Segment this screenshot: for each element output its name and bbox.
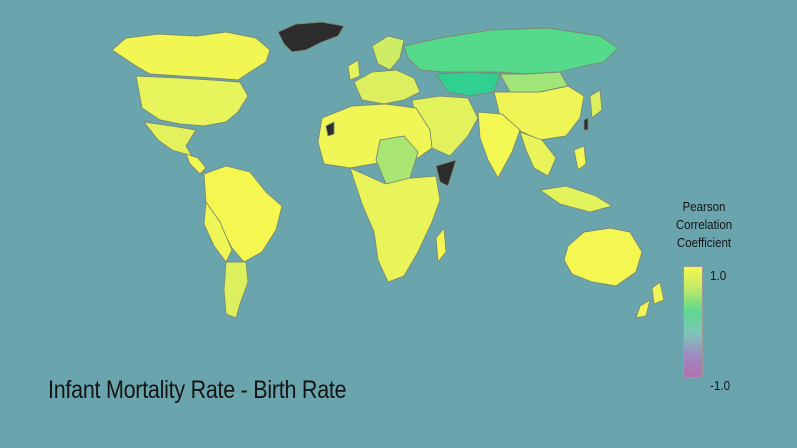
region-central-africa	[349, 167, 441, 283]
region-greenland	[277, 21, 345, 53]
region-philippines	[573, 145, 587, 171]
region-new-zealand-south	[635, 299, 651, 319]
region-taiwan	[583, 117, 589, 131]
legend-color-bar	[683, 266, 703, 378]
region-uk	[347, 59, 361, 81]
legend-max-label: 1.0	[710, 268, 727, 283]
legend-heading-line: Coefficient	[676, 236, 732, 250]
region-mexico	[143, 121, 197, 157]
region-somalia	[435, 159, 457, 187]
map-title: Infant Mortality Rate - Birth Rate	[48, 376, 347, 404]
legend-heading-line: Pearson	[682, 200, 726, 214]
region-se-asia	[519, 131, 557, 177]
region-new-zealand	[651, 281, 665, 305]
region-kazakhstan	[435, 71, 501, 97]
region-madagascar	[435, 227, 447, 263]
region-indonesia	[539, 185, 613, 213]
region-india	[477, 111, 521, 179]
legend-heading-line: Correlation	[675, 218, 733, 232]
legend-heading: Pearson Correlation Coefficient	[667, 198, 741, 252]
region-argentina	[223, 261, 249, 319]
region-usa	[135, 75, 249, 127]
region-australia	[563, 227, 643, 287]
region-scandinavia	[371, 35, 405, 71]
legend-min-label: -1.0	[710, 378, 731, 393]
region-canada	[111, 31, 271, 81]
region-western-sahara	[325, 121, 335, 137]
region-japan	[589, 89, 603, 119]
region-russia	[403, 27, 619, 75]
region-europe	[353, 69, 421, 105]
region-central-america	[185, 153, 207, 175]
